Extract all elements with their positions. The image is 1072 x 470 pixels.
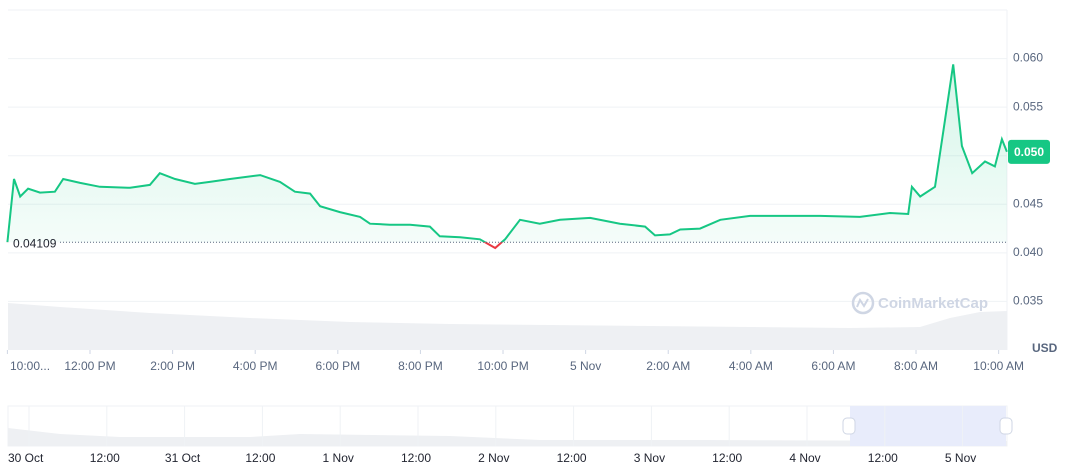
navigator-label: 1 Nov [323,451,354,465]
x-tick-label: 4:00 PM [233,359,278,373]
watermark-text: CoinMarketCap [878,295,988,312]
price-line-below [8,242,504,250]
x-tick-label: 6:00 AM [811,359,855,373]
navigator-label: 30 Oct [8,451,44,465]
x-tick-label: 10:00 PM [477,359,528,373]
x-tick-label: 2:00 AM [646,359,690,373]
navigator-label: 3 Nov [634,451,665,465]
navigator-label: 12:00 [90,451,120,465]
x-tick-label: 12:00 PM [64,359,115,373]
x-tick-label: 10:00 AM [973,359,1024,373]
navigator-axis: 30 Oct 12:00 31 Oct 12:00 1 Nov 12:00 2 Nov 12:… [8,406,976,465]
navigator-label: 31 Oct [165,451,201,465]
navigator-label: 5 Nov [945,451,976,465]
plot: 0.035 0.040 0.045 0.050 0.055 0.060 10:00... 12… [6,51,1050,373]
volume-area [8,303,1007,350]
y-tick-label: 0.040 [1013,245,1043,259]
price-line [6,64,1008,243]
x-tick-label: 8:00 PM [398,359,443,373]
navigator-handle-right[interactable] [999,417,1013,435]
current-price-label: 0.050 [1014,145,1044,159]
navigator-label: 12:00 [868,451,898,465]
navigator-label: 12:00 [245,451,275,465]
baseline-label: 0.04109 [13,236,57,250]
navigator-label: 12:00 [557,451,587,465]
y-tick-label: 0.045 [1013,196,1043,210]
navigator-selection[interactable] [850,406,1006,446]
x-tick-label: 10:00... [10,359,50,373]
navigator-label: 2 Nov [478,451,509,465]
x-tick-label: 2:00 PM [150,359,195,373]
x-tick-label: 6:00 PM [315,359,360,373]
x-tick-label: 4:00 AM [729,359,773,373]
y-tick-label: 0.060 [1013,51,1043,65]
area-fill [7,64,1007,243]
y-tick-label: 0.055 [1013,99,1043,113]
navigator-label: 12:00 [712,451,742,465]
navigator-area [8,428,1007,446]
navigator-handle-left[interactable] [842,417,856,435]
x-tick-label: 5 Nov [570,359,601,373]
y-unit: USD [1032,341,1058,355]
navigator-label: 4 Nov [789,451,820,465]
y-tick-label: 0.035 [1013,294,1043,308]
current-price-tag [1008,139,1050,164]
watermark: CoinMarketCap [851,291,988,315]
x-tick-label: 8:00 AM [894,359,938,373]
navigator-label: 12:00 [401,451,431,465]
